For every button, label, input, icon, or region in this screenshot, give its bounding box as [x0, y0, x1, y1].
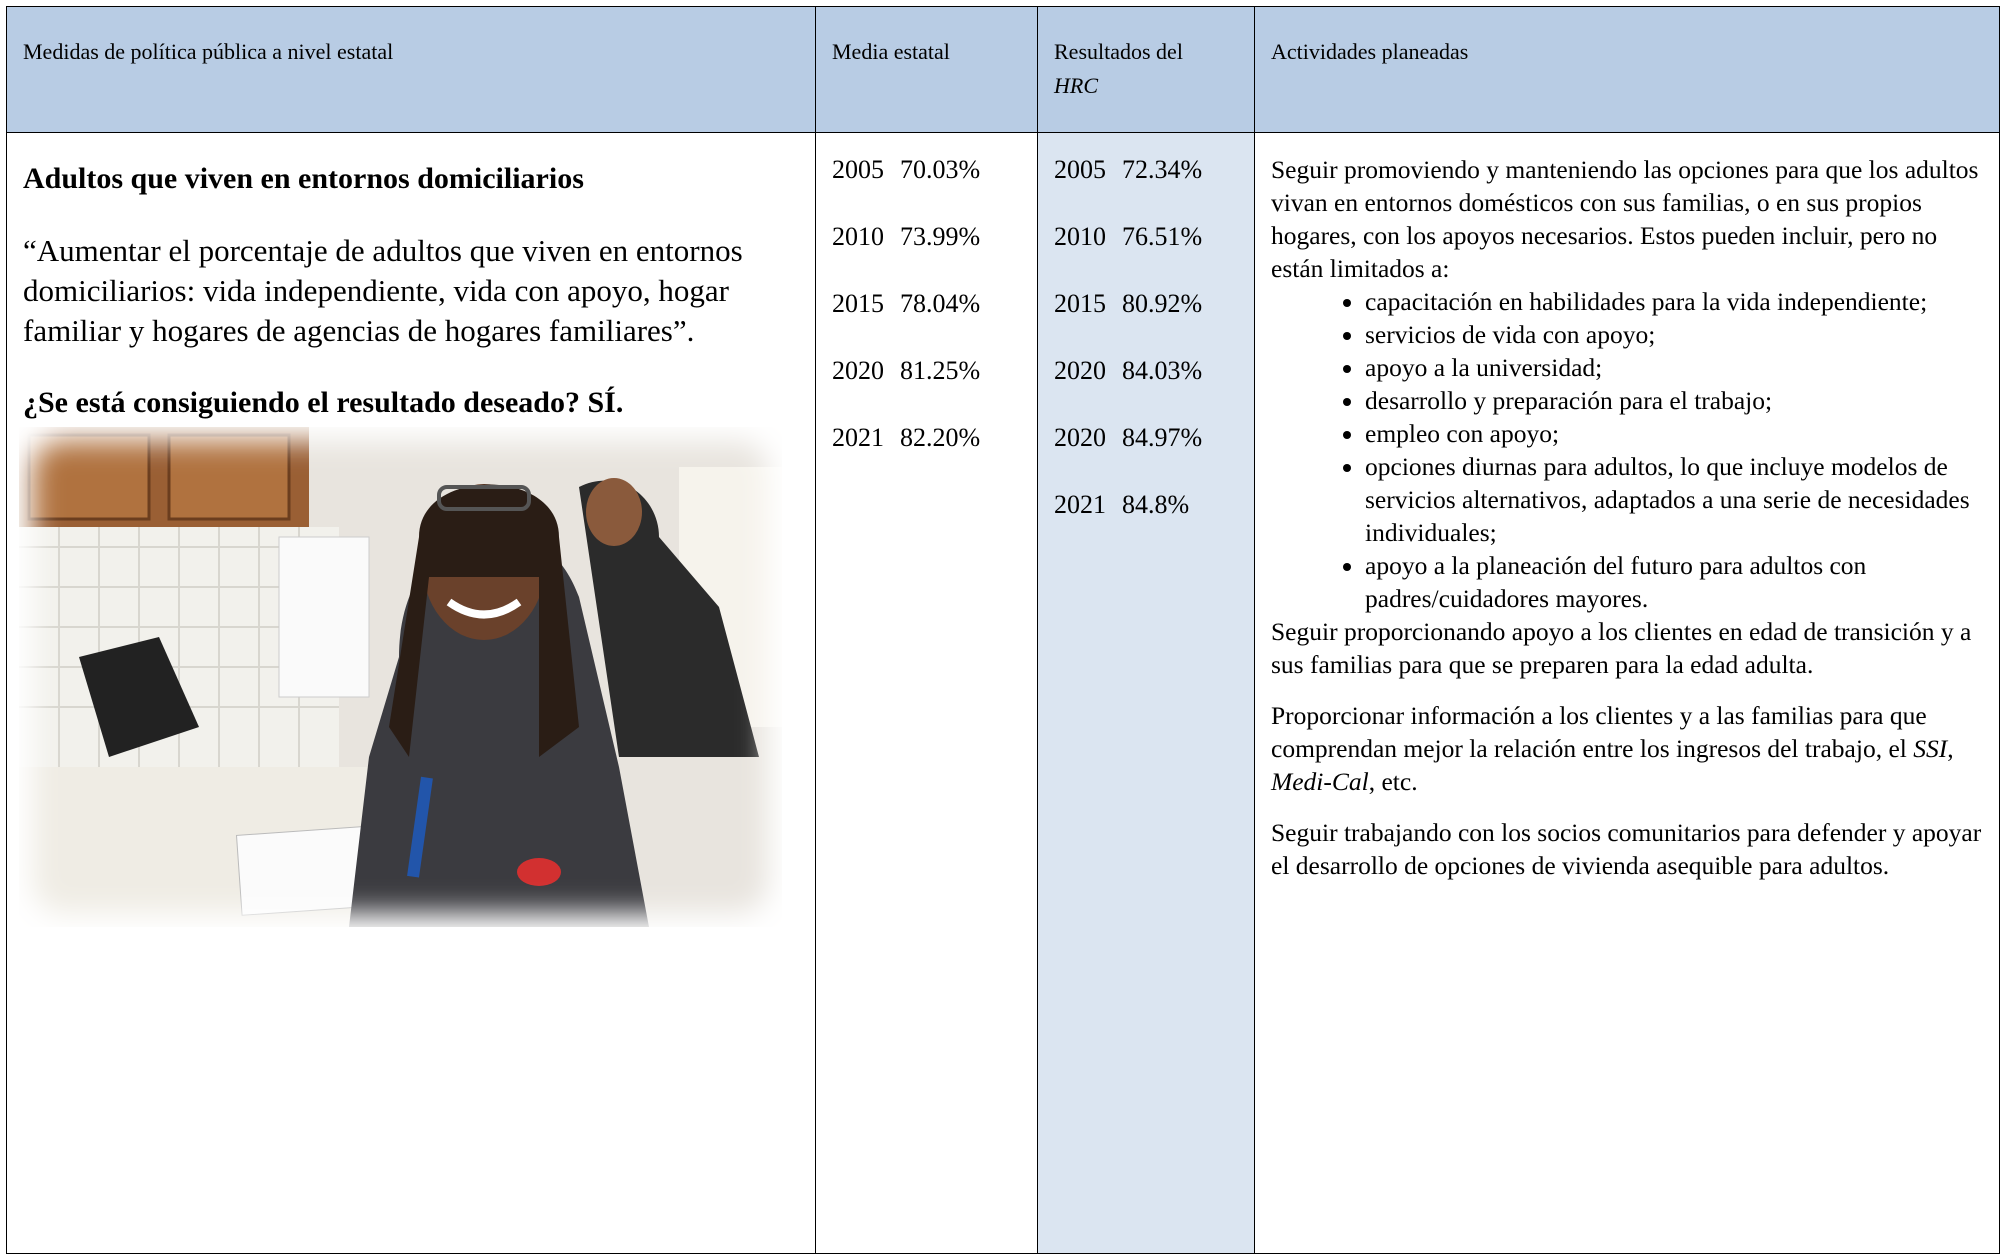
text: , etc. [1369, 767, 1418, 796]
photo [19, 427, 782, 927]
header-cell: Medidas de política pública a nivel esta… [7, 7, 816, 133]
body-row: Adultos que viven en entornos domiciliar… [7, 133, 2000, 1254]
text: SSI [1913, 734, 1947, 763]
value: 80.92% [1122, 289, 1202, 318]
year-row: 2015 80.92% [1054, 287, 1238, 320]
measure-quote: “Aumentar el porcentaje de adultos que v… [23, 231, 799, 351]
value: 84.03% [1122, 356, 1202, 385]
year: 2005 [1054, 155, 1106, 184]
activities-housing: Seguir trabajando con los socios comunit… [1271, 816, 1983, 882]
measure-question: ¿Se está consiguiendo el resultado desea… [23, 383, 799, 423]
page-body: Medidas de política pública a nivel esta… [0, 0, 2007, 1000]
activity-item: servicios de vida con apoyo; [1365, 318, 1983, 351]
year: 2015 [1054, 289, 1106, 318]
hrc-results-cell: 2005 72.34% 2010 76.51% 2015 80.92% 2020 84.… [1038, 133, 1255, 1254]
value: 81.25% [900, 356, 980, 385]
activities-cell: Seguir promoviendo y manteniendo las opc… [1255, 133, 2000, 1254]
value: 82.20% [900, 423, 980, 452]
value: 73.99% [900, 222, 980, 251]
header-cell: Actividades planeadas [1255, 7, 2000, 133]
year: 2020 [832, 356, 884, 385]
value: 84.8% [1122, 490, 1189, 519]
year-row: 2021 84.8% [1054, 488, 1238, 521]
activity-item: apoyo a la universidad; [1365, 351, 1983, 384]
year-row: 2020 81.25% [832, 354, 1021, 387]
activities-information: Proporcionar información a los clientes … [1271, 699, 1983, 798]
value: 76.51% [1122, 222, 1202, 251]
page: {"header": {"columns": [ {"text": "Medid… [0, 0, 2007, 1000]
year-row: 2010 73.99% [832, 220, 1021, 253]
value: 78.04% [900, 289, 980, 318]
year: 2005 [832, 155, 884, 184]
text: Proporcionar información a los clientes … [1271, 701, 1927, 763]
year-row: 2021 82.20% [832, 421, 1021, 454]
year-row: 2015 78.04% [832, 287, 1021, 320]
year: 2021 [1054, 490, 1106, 519]
activities-intro: Seguir promoviendo y manteniendo las opc… [1271, 153, 1983, 285]
activity-item: apoyo a la planeación del futuro para ad… [1365, 549, 1983, 615]
header-cell: Media estatal [816, 7, 1038, 133]
text: , [1947, 734, 1953, 763]
year-row: 2010 76.51% [1054, 220, 1238, 253]
activity-item: desarrollo y preparación para el trabajo… [1365, 384, 1983, 417]
header-row: Medidas de política pública a nivel esta… [7, 7, 2000, 133]
activities-transition: Seguir proporcionando apoyo a los client… [1271, 615, 1983, 681]
value: 84.97% [1122, 423, 1202, 452]
value: 70.03% [900, 155, 980, 184]
activity-item: capacitación en habilidades para la vida… [1365, 285, 1983, 318]
year: 2020 [1054, 423, 1106, 452]
year-row: 2020 84.03% [1054, 354, 1238, 387]
year: 2020 [1054, 356, 1106, 385]
activity-item: empleo con apoyo; [1365, 417, 1983, 450]
header-text: Resultados del [1054, 39, 1183, 64]
text: Medi-Cal [1271, 767, 1369, 796]
year-row: 2005 72.34% [1054, 153, 1238, 186]
year-row: 2005 70.03% [832, 153, 1021, 186]
header-cell: Resultados del HRC [1038, 7, 1255, 133]
value: 72.34% [1122, 155, 1202, 184]
year-row: 2020 84.97% [1054, 421, 1238, 454]
state-average-cell: 2005 70.03% 2010 73.99% 2015 78.04% 2020 81.… [816, 133, 1038, 1254]
policy-table: Medidas de política pública a nivel esta… [6, 6, 2000, 1254]
header-emphasis: HRC [1054, 73, 1098, 98]
year: 2021 [832, 423, 884, 452]
year: 2015 [832, 289, 884, 318]
activities-list: capacitación en habilidades para la vida… [1271, 285, 1983, 615]
year: 2010 [1054, 222, 1106, 251]
year: 2010 [832, 222, 884, 251]
activity-item: opciones diurnas para adultos, lo que in… [1365, 450, 1983, 549]
measure-title: Adultos que viven en entornos domiciliar… [23, 159, 799, 199]
measure-cell: Adultos que viven en entornos domiciliar… [7, 133, 816, 1254]
